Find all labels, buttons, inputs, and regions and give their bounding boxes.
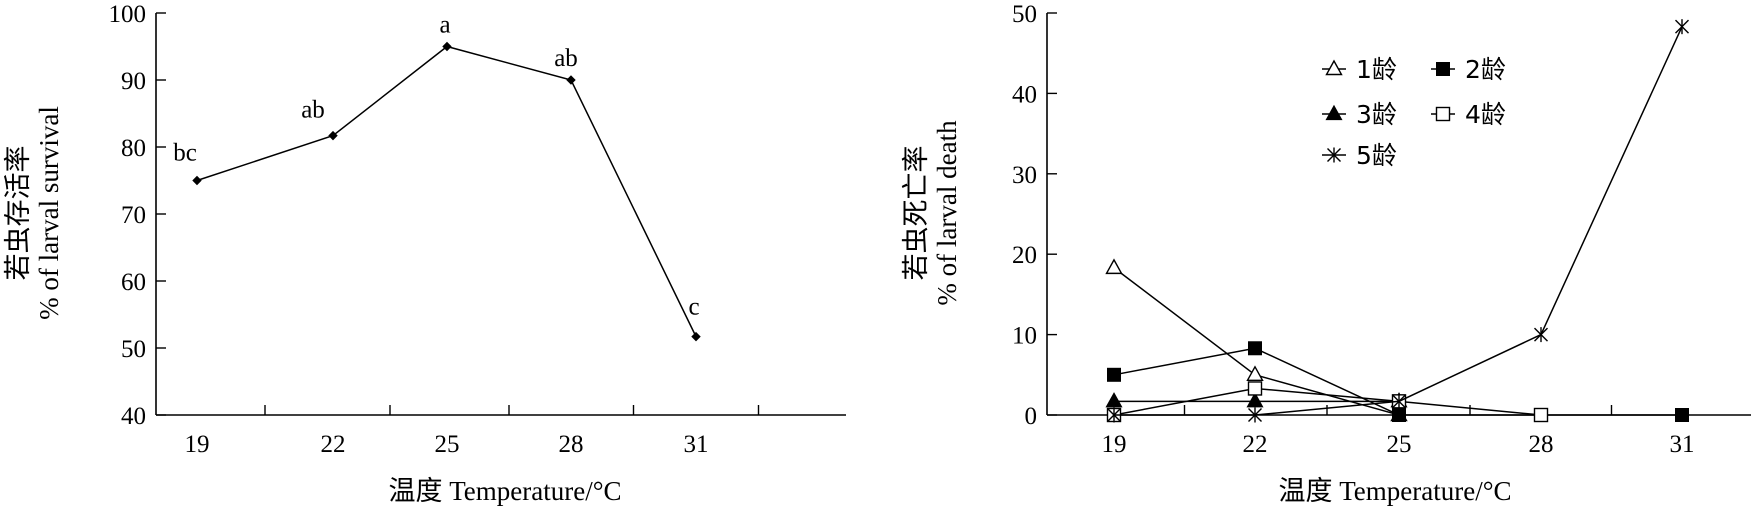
x-tick-label: 25 bbox=[1387, 431, 1412, 458]
data-point bbox=[1105, 392, 1123, 408]
y-axis-label-en: % of larval death bbox=[932, 120, 962, 306]
data-point bbox=[1533, 407, 1549, 423]
data-point bbox=[1534, 327, 1548, 343]
data-point bbox=[1392, 393, 1406, 409]
y-tick-label: 50 bbox=[121, 336, 146, 363]
y-tick-label: 80 bbox=[121, 135, 146, 162]
series-line-4 bbox=[1113, 387, 1542, 416]
significance-letter: bc bbox=[173, 140, 197, 167]
data-point bbox=[1105, 258, 1123, 275]
y-tick-label: 30 bbox=[1012, 162, 1037, 189]
y-tick-label: 40 bbox=[1012, 81, 1037, 108]
significance-letter: c bbox=[688, 294, 699, 321]
legend-item: 5龄 bbox=[1322, 141, 1397, 170]
x-tick-label: 19 bbox=[185, 431, 210, 458]
data-point bbox=[1107, 407, 1121, 423]
data-point bbox=[328, 130, 338, 141]
y-axis-label-cn: 若虫死亡率 bbox=[901, 146, 932, 281]
data-point bbox=[691, 331, 701, 342]
legend-marker bbox=[1327, 147, 1341, 163]
legend-label: 1龄 bbox=[1356, 55, 1397, 84]
data-point bbox=[1107, 367, 1121, 382]
y-tick-label: 50 bbox=[1012, 1, 1037, 28]
data-point bbox=[1248, 407, 1262, 423]
legend-marker bbox=[1325, 104, 1343, 121]
data-point bbox=[192, 175, 202, 186]
significance-letter: ab bbox=[554, 45, 578, 72]
legend-item: 2龄 bbox=[1431, 55, 1506, 84]
series-line-1 bbox=[196, 45, 697, 337]
data-point bbox=[1246, 392, 1264, 408]
legend-label: 5龄 bbox=[1356, 141, 1397, 170]
y-axis-label-en: % of larval survival bbox=[34, 106, 64, 320]
significance-letter: ab bbox=[301, 97, 325, 124]
legend-label: 3龄 bbox=[1356, 100, 1397, 129]
data-point bbox=[442, 41, 452, 52]
x-tick-label: 22 bbox=[321, 431, 346, 458]
x-tick-label: 31 bbox=[1670, 431, 1695, 458]
legend-marker bbox=[1435, 106, 1451, 122]
data-point bbox=[1392, 408, 1406, 422]
y-tick-label: 40 bbox=[121, 403, 146, 430]
x-tick-label: 28 bbox=[1529, 431, 1554, 458]
legend-item: 4龄 bbox=[1431, 100, 1506, 129]
data-point bbox=[1247, 381, 1263, 396]
survival-chart: 40 50 60 70 80 90 100 19 22 25 28 31 bc ab a ab c 温度 T… bbox=[3, 1, 846, 506]
legend-label: 4龄 bbox=[1465, 100, 1506, 129]
y-tick-label: 70 bbox=[121, 202, 146, 229]
y-axis-label-cn: 若虫存活率 bbox=[3, 146, 34, 281]
legend-marker bbox=[1325, 59, 1343, 76]
y-tick-label: 10 bbox=[1012, 323, 1037, 350]
death-chart: 0 10 20 30 40 50 19 22 25 28 31 1龄 2龄 3龄 4龄 5龄 温度 Tem… bbox=[901, 1, 1751, 506]
data-point bbox=[1246, 365, 1264, 381]
significance-letter: a bbox=[439, 12, 450, 39]
data-point bbox=[1675, 408, 1689, 422]
y-tick-label: 60 bbox=[121, 269, 146, 296]
y-tick-label: 90 bbox=[121, 68, 146, 95]
x-tick-label: 25 bbox=[435, 431, 460, 458]
data-point bbox=[1675, 19, 1689, 35]
legend-item: 3龄 bbox=[1322, 100, 1397, 129]
series-line-5 bbox=[1114, 26, 1683, 416]
x-tick-label: 28 bbox=[559, 431, 584, 458]
x-tick-label: 31 bbox=[684, 431, 709, 458]
x-tick-label: 22 bbox=[1243, 431, 1268, 458]
y-tick-label: 0 bbox=[1025, 403, 1038, 430]
legend-item: 1龄 bbox=[1322, 55, 1397, 84]
x-axis-label: 温度 Temperature/°C bbox=[1278, 476, 1511, 506]
x-tick-label: 19 bbox=[1102, 431, 1127, 458]
legend-label: 2龄 bbox=[1465, 55, 1506, 84]
data-point bbox=[1248, 341, 1262, 356]
y-tick-label: 100 bbox=[109, 1, 147, 28]
x-axis-label: 温度 Temperature/°C bbox=[388, 476, 621, 506]
legend: 1龄 2龄 3龄 4龄 5龄 bbox=[1322, 55, 1506, 170]
legend-marker bbox=[1436, 62, 1450, 76]
y-tick-label: 20 bbox=[1012, 242, 1037, 269]
data-point bbox=[566, 75, 576, 85]
